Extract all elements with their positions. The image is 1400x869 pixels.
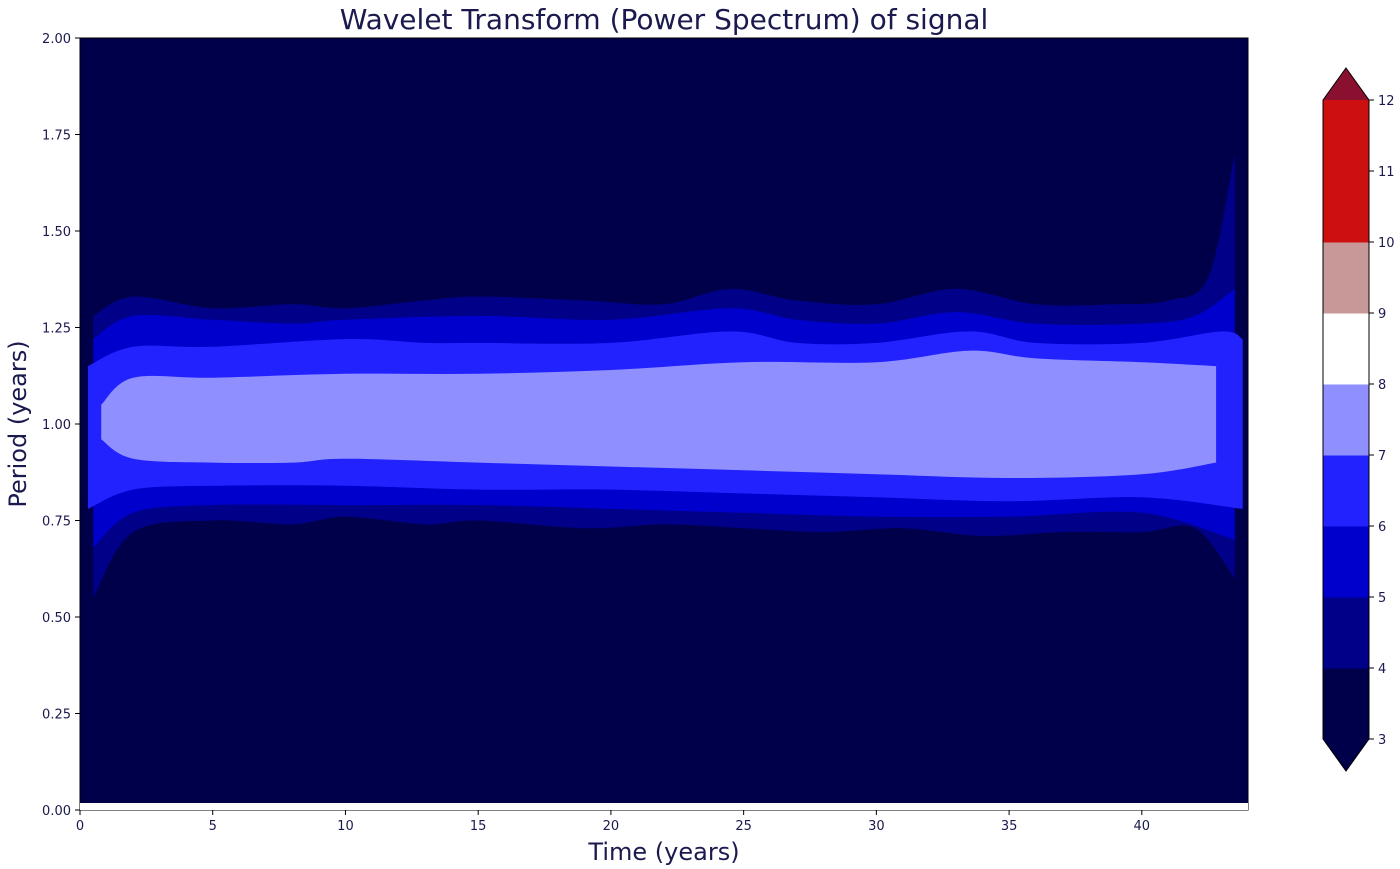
peak-contour: [946, 398, 993, 427]
y-tick-label: 2.00: [42, 32, 71, 47]
colorbar-tick-label: 11: [1378, 165, 1395, 180]
colorbar-segment: [1323, 100, 1369, 172]
y-axis-label: Period (years): [4, 340, 32, 507]
x-tick-label: 40: [1134, 819, 1151, 834]
x-tick-label: 0: [76, 819, 84, 834]
colorbar-tick-label: 4: [1378, 662, 1386, 677]
colorbar-tick-label: 8: [1378, 378, 1386, 393]
x-tick-label: 5: [209, 819, 217, 834]
colorbar-segment: [1323, 455, 1369, 527]
colorbar-tick-label: 6: [1378, 520, 1386, 535]
plot-area: [80, 38, 1248, 803]
x-tick-label: 15: [470, 819, 487, 834]
colorbar-segment: [1323, 313, 1369, 385]
y-tick-label: 0.50: [42, 611, 71, 626]
x-axis-label: Time (years): [587, 838, 739, 866]
y-axis: 0.00 0.25 0.50 0.75 1.00 1.25 1.50 1.75 2.00: [42, 32, 80, 819]
colorbar-tick-label: 10: [1378, 236, 1395, 251]
colorbar-segment: [1323, 526, 1369, 598]
x-tick-label: 10: [337, 819, 354, 834]
colorbar-segment: [1323, 597, 1369, 669]
colorbar-segment: [1323, 384, 1369, 456]
y-tick-label: 1.25: [42, 322, 71, 337]
colorbar-tick-label: 5: [1378, 591, 1386, 606]
x-tick-label: 25: [735, 819, 752, 834]
colorbar-segment: [1323, 171, 1369, 243]
y-tick-label: 0.75: [42, 515, 71, 530]
colorbar-tick-label: 12: [1378, 94, 1395, 109]
x-tick-label: 30: [868, 819, 885, 834]
colorbar-over-arrow: [1323, 68, 1369, 100]
colorbar-segment: [1323, 668, 1369, 740]
x-axis: 0 5 10 15 20 25 30 35 40: [76, 810, 1150, 834]
empty-strip: [80, 803, 1248, 810]
colorbar-tick-label: 3: [1378, 733, 1386, 748]
chart-title: Wavelet Transform (Power Spectrum) of si…: [340, 3, 989, 36]
colorbar-segment: [1323, 242, 1369, 314]
y-tick-label: 0.25: [42, 708, 71, 723]
colorbar: 3 4 5 6 7 8 9 10 11 12: [1322, 67, 1395, 772]
x-tick-label: 35: [1001, 819, 1018, 834]
colorbar-tick-label: 9: [1378, 307, 1386, 322]
colorbar-tick-label: 7: [1378, 449, 1386, 464]
x-tick-label: 20: [603, 819, 620, 834]
contour-band-3: [101, 350, 1217, 478]
y-tick-label: 1.50: [42, 225, 71, 240]
y-tick-label: 1.75: [42, 129, 71, 144]
colorbar-under-arrow: [1323, 739, 1369, 771]
y-tick-label: 1.00: [42, 418, 71, 433]
y-tick-label: 0.00: [42, 804, 71, 819]
